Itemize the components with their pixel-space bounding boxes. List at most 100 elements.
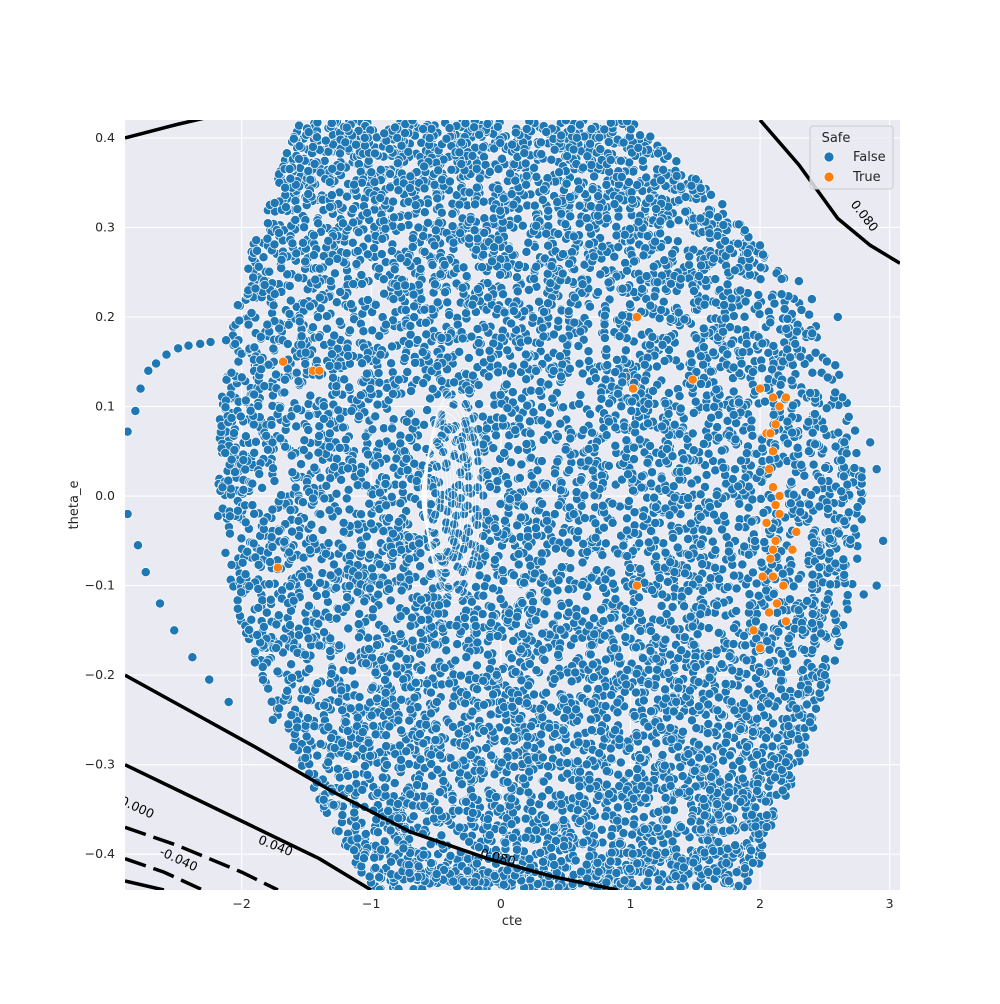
point-false — [844, 412, 853, 421]
point-false — [464, 353, 473, 362]
point-false — [661, 685, 670, 694]
point-false — [345, 505, 354, 514]
point-false — [344, 485, 353, 494]
point-false — [416, 755, 425, 764]
point-false — [423, 406, 432, 415]
point-false — [729, 387, 738, 396]
point-false — [748, 431, 757, 440]
point-false — [273, 667, 282, 676]
point-false — [599, 523, 608, 532]
point-false — [613, 803, 622, 812]
point-false — [542, 597, 551, 606]
point-false — [550, 469, 559, 478]
point-false — [601, 655, 610, 664]
point-false — [575, 201, 584, 210]
point-false — [390, 779, 399, 788]
point-false — [493, 122, 502, 131]
point-false — [355, 692, 364, 701]
point-false — [800, 471, 809, 480]
point-false — [409, 302, 418, 311]
point-false — [544, 380, 553, 389]
point-false — [500, 448, 509, 457]
point-false — [280, 375, 289, 384]
point-false — [769, 719, 778, 728]
point-false — [756, 275, 765, 284]
point-false — [474, 425, 483, 434]
point-false — [798, 665, 807, 674]
point-false — [508, 140, 517, 149]
point-false — [498, 566, 507, 575]
point-false — [475, 174, 484, 183]
point-false — [419, 231, 428, 240]
point-false — [823, 373, 832, 382]
point-false — [506, 458, 515, 467]
point-false — [614, 770, 623, 779]
point-false — [621, 346, 630, 355]
point-false — [545, 408, 554, 417]
point-false — [363, 450, 372, 459]
point-false — [446, 851, 455, 860]
point-false — [586, 650, 595, 659]
point-false — [235, 316, 244, 325]
point-false — [683, 494, 692, 503]
point-false — [591, 519, 600, 528]
point-false — [403, 367, 412, 376]
point-false — [409, 885, 418, 894]
point-false — [579, 425, 588, 434]
point-false — [415, 562, 424, 571]
point-false — [646, 132, 655, 141]
point-false — [350, 680, 359, 689]
point-false — [375, 439, 384, 448]
point-false — [337, 475, 346, 484]
point-false — [342, 494, 351, 503]
point-false — [617, 402, 626, 411]
point-false — [652, 362, 661, 371]
point-false — [478, 610, 487, 619]
point-false — [768, 742, 777, 751]
point-false — [534, 297, 543, 306]
point-false — [312, 609, 321, 618]
point-false — [668, 249, 677, 258]
point-false — [712, 646, 721, 655]
point-false — [704, 449, 713, 458]
point-false — [664, 388, 673, 397]
point-false — [637, 472, 646, 481]
point-false — [713, 422, 722, 431]
point-false — [702, 470, 711, 479]
point-false — [578, 558, 587, 567]
point-false — [570, 318, 579, 327]
point-false — [683, 534, 692, 543]
point-false — [738, 560, 747, 569]
point-false — [676, 404, 685, 413]
point-false — [852, 449, 861, 458]
point-false — [461, 309, 470, 318]
point-false — [636, 626, 645, 635]
point-false — [318, 569, 327, 578]
point-false — [374, 369, 383, 378]
point-false — [757, 851, 766, 860]
point-false — [474, 380, 483, 389]
point-false — [313, 751, 322, 760]
point-false — [409, 812, 418, 821]
point-false — [646, 479, 655, 488]
point-false — [264, 684, 273, 693]
point-false — [806, 490, 815, 499]
point-false — [379, 424, 388, 433]
point-false — [641, 745, 650, 754]
point-false — [519, 502, 528, 511]
point-false — [262, 608, 271, 617]
point-false — [320, 156, 329, 165]
point-false — [292, 422, 301, 431]
point-false — [369, 721, 378, 730]
point-false — [718, 200, 727, 209]
point-false — [564, 538, 573, 547]
point-false — [802, 700, 811, 709]
point-false — [547, 155, 556, 164]
point-false — [850, 426, 859, 435]
point-false — [687, 358, 696, 367]
point-false — [365, 499, 374, 508]
point-false — [249, 420, 258, 429]
point-false — [630, 508, 639, 517]
